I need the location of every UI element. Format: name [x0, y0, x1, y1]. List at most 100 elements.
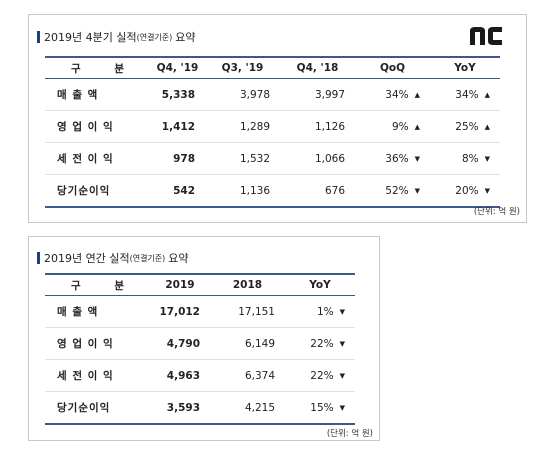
- header-cell: 구 분: [45, 56, 150, 79]
- title-text: 2019년 4분기 실적: [44, 31, 137, 44]
- cell-text: 1,066: [314, 152, 345, 165]
- value-cell: 9% ▲: [355, 110, 430, 143]
- value-cell: 15% ▼: [285, 391, 355, 425]
- cell-text: 52%: [385, 184, 409, 197]
- cell-text: 영 업 이 익: [57, 338, 114, 350]
- cell-text: 978: [173, 152, 195, 165]
- trend-arrow: ▼: [339, 339, 345, 348]
- value-cell: 17,151: [210, 295, 285, 328]
- value-cell: 8% ▼: [430, 142, 500, 175]
- value-cell: 1,532: [205, 142, 280, 175]
- cell-text: 20%: [455, 184, 479, 197]
- header-cell: Q4, '19: [150, 56, 205, 79]
- header-cell: YoY: [430, 56, 500, 79]
- data-row: 당기순이익 3,593 4,215 15% ▼: [45, 391, 355, 425]
- value-cell: 25% ▲: [430, 110, 500, 143]
- title-text: 2019년 연간 실적: [44, 252, 130, 265]
- trend-arrow: ▼: [339, 371, 345, 380]
- data-row: 매 출 액 17,012 17,151 1% ▼: [45, 295, 355, 328]
- trend-arrow: ▼: [414, 186, 420, 195]
- cell-text: 3,978: [239, 88, 270, 101]
- cell-text: 당기순이익: [57, 185, 111, 197]
- value-cell: 1,066: [280, 142, 355, 175]
- value-cell: 1,289: [205, 110, 280, 143]
- value-cell: 20% ▼: [430, 174, 500, 208]
- header-cell: Q3, '19: [205, 56, 280, 79]
- row-label: 매 출 액: [45, 78, 150, 111]
- value-cell: 6,149: [210, 327, 285, 360]
- trend-arrow: ▼: [484, 154, 490, 163]
- header-cell: 2019: [150, 273, 210, 296]
- cell-text: 영 업 이 익: [57, 121, 114, 133]
- trend-arrow: ▼: [484, 186, 490, 195]
- value-cell: 5,338: [150, 78, 205, 111]
- title-suffix: 요약: [168, 252, 189, 265]
- logo: [470, 27, 502, 45]
- unit-note: (단위: 억 원): [473, 207, 520, 217]
- cell-text: 15%: [310, 401, 334, 414]
- trend-arrow: ▼: [414, 154, 420, 163]
- value-cell: 542: [150, 174, 205, 208]
- value-cell: 4,790: [150, 327, 210, 360]
- trend-arrow: ▲: [484, 90, 490, 99]
- cell-text: 4,215: [244, 401, 275, 414]
- cell-text: 17,012: [159, 305, 200, 318]
- data-row: 영 업 이 익 1,412 1,289 1,126 9% ▲ 25% ▲: [45, 110, 500, 143]
- cell-text: 세 전 이 익: [57, 153, 114, 165]
- value-cell: 1,126: [280, 110, 355, 143]
- value-cell: 36% ▼: [355, 142, 430, 175]
- data-table: 구 분 Q4, '19 Q3, '19 Q4, '18 QoQ YoY 매 출 액 5,338…: [45, 56, 500, 208]
- trend-arrow: ▲: [414, 122, 420, 131]
- quarterly-panel: 2019년 4분기 실적 (연결기준) 요약 구 분 Q4, '19 Q3, '19 Q4,…: [28, 14, 527, 223]
- value-cell: 52% ▼: [355, 174, 430, 208]
- header-cell: 2018: [210, 273, 285, 296]
- cell-text: 17,151: [238, 305, 275, 318]
- cell-text: 매 출 액: [57, 89, 99, 101]
- title-bar: [37, 252, 40, 264]
- row-label: 영 업 이 익: [45, 327, 150, 360]
- header-cell: YoY: [285, 273, 355, 296]
- cell-text: 3,997: [314, 88, 345, 101]
- trend-arrow: ▲: [484, 122, 490, 131]
- unit-note: (단위: 억 원): [326, 429, 373, 439]
- value-cell: 4,963: [150, 359, 210, 392]
- cell-text: 9%: [391, 120, 409, 133]
- cell-text: 22%: [310, 369, 334, 382]
- cell-text: 1,289: [239, 120, 270, 133]
- cell-text: 8%: [461, 152, 479, 165]
- value-cell: 3,997: [280, 78, 355, 111]
- value-cell: 1% ▼: [285, 295, 355, 328]
- data-row: 세 전 이 익 978 1,532 1,066 36% ▼ 8% ▼: [45, 142, 500, 175]
- value-cell: 22% ▼: [285, 327, 355, 360]
- data-row: 세 전 이 익 4,963 6,374 22% ▼: [45, 359, 355, 392]
- cell-text: 1%: [316, 305, 334, 318]
- value-cell: 3,978: [205, 78, 280, 111]
- value-cell: 6,374: [210, 359, 285, 392]
- value-cell: 1,136: [205, 174, 280, 208]
- cell-text: 당기순이익: [57, 402, 111, 414]
- value-cell: 3,593: [150, 391, 210, 425]
- row-label: 매 출 액: [45, 295, 150, 328]
- trend-arrow: ▼: [339, 403, 345, 412]
- cell-text: 1,136: [239, 184, 270, 197]
- cell-text: 4,963: [166, 369, 200, 382]
- title-note: (연결기준): [136, 32, 173, 42]
- cell-text: 542: [173, 184, 195, 197]
- row-label: 세 전 이 익: [45, 359, 150, 392]
- cell-text: 1,126: [314, 120, 345, 133]
- cell-text: 4,790: [166, 337, 200, 350]
- header-row: 구 분 2019 2018 YoY: [45, 273, 355, 296]
- cell-text: 676: [324, 184, 345, 197]
- cell-text: 세 전 이 익: [57, 370, 114, 382]
- header-cell: 구 분: [45, 273, 150, 296]
- cell-text: 1,532: [239, 152, 270, 165]
- title-note: (연결기준): [129, 253, 166, 263]
- row-label: 세 전 이 익: [45, 142, 150, 175]
- cell-text: 6,149: [244, 337, 275, 350]
- value-cell: 34% ▲: [355, 78, 430, 111]
- value-cell: 1,412: [150, 110, 205, 143]
- row-label: 영 업 이 익: [45, 110, 150, 143]
- data-row: 매 출 액 5,338 3,978 3,997 34% ▲ 34% ▲: [45, 78, 500, 111]
- cell-text: 34%: [385, 88, 409, 101]
